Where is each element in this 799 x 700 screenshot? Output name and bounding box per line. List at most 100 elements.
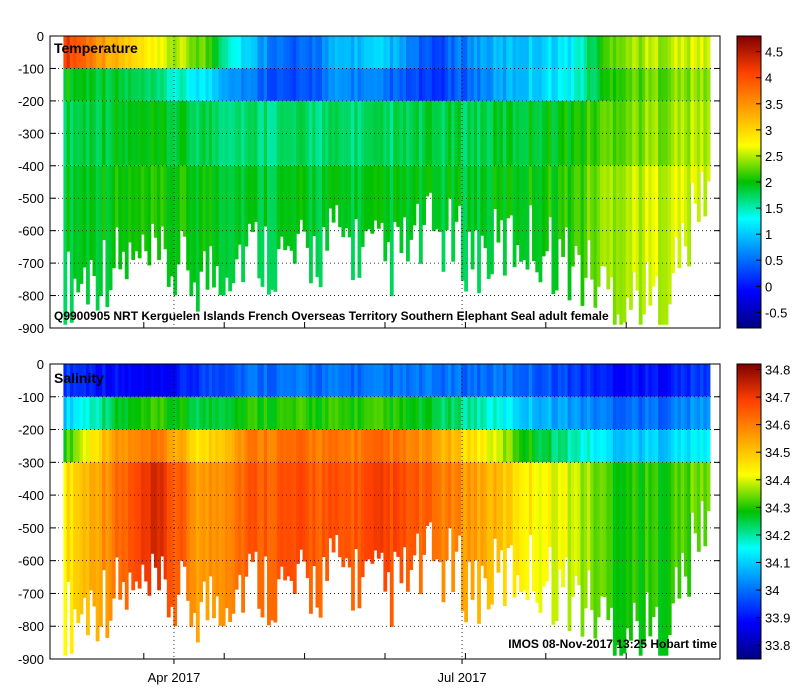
salinity-profile-cell [690,429,695,463]
salinity-profile-cell [515,396,520,430]
temperature-profile-cell [435,36,439,69]
temperature-profile-cell [386,36,391,69]
temperature-profile [570,36,575,267]
salinity-profile-cell [499,364,504,397]
temperature-profile-cell [302,100,307,166]
temperature-profile-cell [153,100,158,166]
salinity-profile [693,364,698,534]
temperature-profile-cell [250,36,255,69]
salinity-profile-cell [658,462,662,656]
salinity-profile-cell [147,429,152,463]
temperature-profile-cell [292,36,297,69]
salinity-profile-cell [528,429,533,463]
temperature-profile-cell [535,165,540,273]
temperature-profile-cell [703,36,708,69]
salinity-profile [635,364,640,622]
salinity-profile [480,364,485,566]
salinity-profile-cell [66,429,71,463]
temperature-profile-cell [380,68,384,101]
temperature-profile-cell [69,68,74,101]
salinity-profile-cell [380,364,384,397]
temperature-profile-cell [477,165,481,294]
salinity-profile [225,364,229,609]
salinity-profile-cell [544,364,549,397]
salinity-profile-cell [561,396,565,430]
temperature-profile-cell [137,36,142,69]
salinity-profile-cell [66,462,71,582]
temperature-profile-cell [170,165,174,277]
temperature-profile-cell [289,165,294,251]
temperature-profile-cell [225,165,229,278]
salinity-profile [157,364,161,591]
salinity-profile-cell [525,462,530,600]
salinity-profile-cell [373,462,378,551]
salinity-profile-cell [412,462,417,556]
salinity-profile-cell [234,364,239,397]
temperature-profile-cell [654,36,659,69]
temperature-profile-cell [105,36,110,69]
salinity-profile-cell [683,429,688,463]
temperature-profile [79,36,84,284]
salinity-profile-cell [577,396,582,430]
salinity-profile-cell [641,364,646,397]
salinity-profile-cell [73,364,77,397]
temperature-profile-cell [435,100,439,166]
salinity-profile-cell [153,462,158,568]
salinity-profile-cell [328,429,333,463]
salinity-profile-cell [625,364,630,397]
temperature-profile-cell [677,36,682,69]
temperature-profile-cell [95,165,100,311]
temperature-profile-cell [98,165,103,297]
salinity-profile [363,364,368,562]
temperature-profile-cell [66,68,71,101]
salinity-profile [289,364,294,581]
temperature-profile-cell [89,68,94,101]
temperature-profile [63,36,68,325]
salinity-profile-cell [451,462,456,593]
temperature-profile-cell [231,36,236,69]
temperature-profile-cell [583,100,588,166]
temperature-profile-cell [522,100,527,166]
salinity-profile-cell [661,364,666,397]
temperature-profile-cell [528,165,533,206]
temperature-profile-cell [276,165,281,250]
temperature-profile-cell [273,100,278,166]
temperature-profile-cell [703,100,708,166]
temperature-profile-cell [69,36,74,69]
temperature-profile-cell [535,100,540,166]
temperature-profile-cell [376,36,381,69]
temperature-profile-cell [89,165,94,261]
salinity-profile [309,364,313,614]
salinity-y-tick-label: -800 [18,619,44,634]
temperature-profile-cell [415,100,420,166]
salinity-profile [457,364,462,536]
salinity-profile-cell [234,462,239,590]
temperature-profile-cell [351,36,355,69]
temperature-profile-cell [638,165,643,325]
salinity-profile-cell [386,462,391,573]
salinity-profile-cell [360,429,365,463]
salinity-profile-cell [396,396,401,430]
temperature-profile-cell [448,68,452,101]
temperature-profile-cell [237,36,242,69]
salinity-profile-cell [648,396,653,430]
temperature-profile [561,36,565,257]
temperature-profile [522,36,527,261]
temperature-profile-cell [567,165,572,301]
salinity-profile-cell [651,429,656,463]
temperature-profile [341,36,346,238]
temperature-profile-cell [182,100,187,166]
salinity-profile-cell [292,429,297,463]
salinity-profile [703,364,708,547]
salinity-profile [354,364,359,550]
salinity-profile-cell [677,462,682,599]
temperature-profile-cell [186,36,191,69]
temperature-profile [541,36,546,257]
temperature-profile-cell [373,165,378,221]
salinity-profile-cell [76,462,81,624]
temperature-profile [289,36,294,251]
salinity-profile [525,364,530,600]
temperature-profile [121,36,126,252]
salinity-profile-cell [648,429,653,463]
temperature-profile-cell [234,100,239,166]
